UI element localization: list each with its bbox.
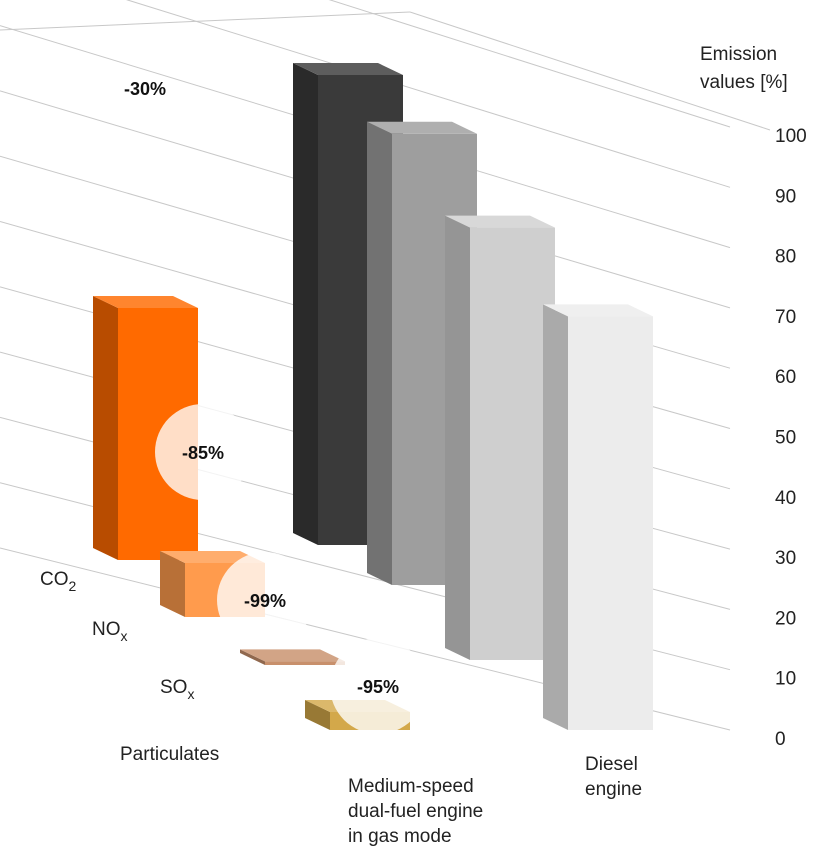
reduction-label: -85%	[182, 443, 224, 463]
reduction-badge	[330, 638, 426, 734]
y-tick-label: 40	[775, 488, 796, 509]
bar-particulates-diesel	[543, 304, 653, 730]
reduction-label: -99%	[244, 591, 286, 611]
grid-right-edge	[409, 11, 771, 131]
gridline	[328, 0, 731, 128]
y-axis-label: values [%]	[700, 72, 788, 93]
y-tick-label: 70	[775, 307, 796, 328]
y-tick-label: 10	[775, 669, 796, 690]
bar-sox-diesel	[445, 215, 555, 660]
reduction-label: -30%	[124, 79, 166, 99]
reduction-badge	[155, 404, 251, 500]
y-tick-label: 80	[775, 247, 796, 268]
y-tick-label: 20	[775, 608, 796, 629]
category-label-sox: SOx	[160, 677, 194, 702]
series-label-diesel: engine	[585, 779, 642, 800]
y-tick-label: 100	[775, 126, 807, 147]
reduction-label: -95%	[357, 677, 399, 697]
category-label-co2: CO2	[40, 569, 77, 594]
y-tick-label: 90	[775, 186, 796, 207]
series-label-gas-mode: in gas mode	[348, 826, 452, 847]
y-tick-label: 30	[775, 548, 796, 569]
category-label-nox: NOx	[92, 619, 128, 644]
category-label-particulates: Particulates	[120, 744, 219, 765]
reduction-badge	[217, 552, 313, 648]
series-label-gas-mode: dual-fuel engine	[348, 801, 483, 822]
y-tick-label: 0	[775, 729, 786, 750]
y-tick-label: 60	[775, 367, 796, 388]
series-label-diesel: Diesel	[585, 754, 638, 775]
grid-top-edge	[0, 11, 411, 31]
y-tick-label: 50	[775, 428, 796, 449]
y-axis-label: Emission	[700, 44, 777, 65]
bar-sox-gas-mode	[240, 649, 345, 665]
series-label-gas-mode: Medium-speed	[348, 776, 474, 797]
